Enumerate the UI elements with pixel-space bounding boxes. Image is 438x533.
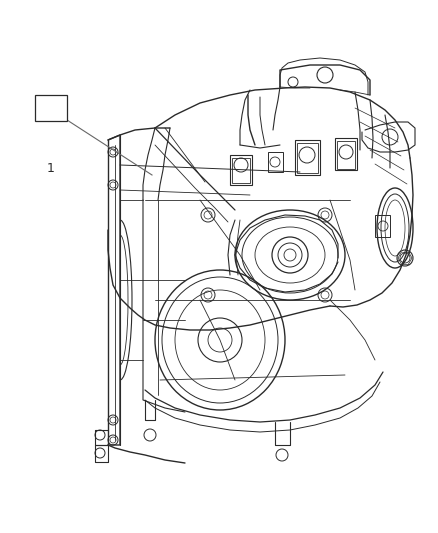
Bar: [35, 95, 67, 121]
Bar: [297, 143, 318, 173]
Bar: [335, 138, 357, 170]
Text: 1: 1: [47, 161, 55, 174]
Bar: [375, 215, 390, 237]
Bar: [268, 152, 283, 172]
Bar: [232, 158, 250, 183]
Bar: [337, 141, 355, 169]
Bar: [230, 155, 252, 185]
Bar: [295, 140, 320, 175]
